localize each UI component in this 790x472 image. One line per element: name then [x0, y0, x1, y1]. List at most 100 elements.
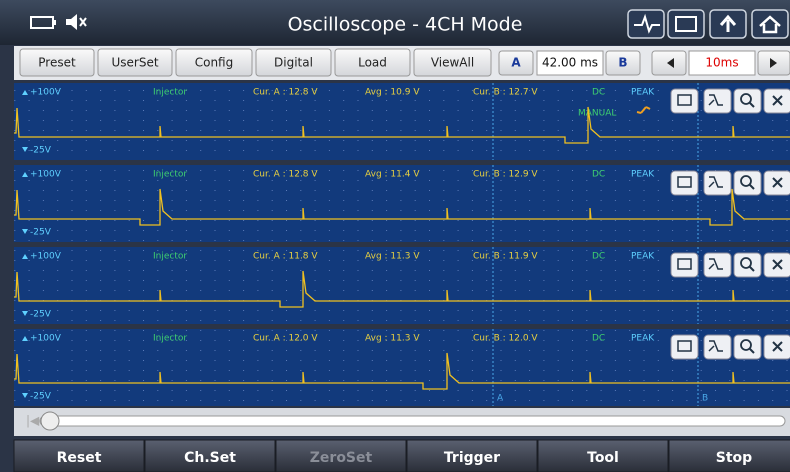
- bottom-button-label: Stop: [716, 450, 752, 466]
- right-arrow: [770, 58, 777, 68]
- cursor-a-value: Cur. A : 12.0 V: [253, 334, 318, 344]
- cursor-b-value: Cur. B : 12.9 V: [473, 170, 538, 180]
- zoom-glyph: [740, 339, 752, 351]
- speaker-icon: [66, 14, 77, 30]
- bottom-button[interactable]: [275, 439, 407, 472]
- toolbar-button[interactable]: [413, 48, 492, 77]
- acquire-mode: PEAK: [631, 88, 655, 98]
- screenshot-icon: [675, 16, 697, 32]
- channel-grid: [14, 165, 790, 242]
- up-arrow: [22, 172, 28, 177]
- cursor-label: A: [497, 394, 504, 404]
- channel-tool-button[interactable]: [733, 252, 762, 278]
- cursor-b-value: Cur. B : 12.7 V: [473, 88, 538, 98]
- channel-tool-button[interactable]: [670, 334, 699, 360]
- toolbar-button[interactable]: [19, 48, 95, 77]
- toolbar-button-label: Load: [358, 56, 387, 70]
- back-icon: [719, 14, 737, 32]
- channel-tool-button[interactable]: [733, 170, 762, 196]
- channel-tool-button[interactable]: [670, 88, 699, 114]
- acquire-mode: PEAK: [631, 252, 655, 262]
- trigger-mode: MANUAL: [578, 109, 616, 119]
- bottom-button-label: Ch.Set: [184, 450, 236, 466]
- scale-top: +100V: [30, 88, 62, 98]
- coupling: DC: [592, 334, 605, 344]
- cursor-time-box: [536, 50, 604, 76]
- waveform: [14, 270, 790, 308]
- scroll-thumb[interactable]: [40, 411, 60, 431]
- scale-glyph: [708, 340, 723, 352]
- zoom-glyph: [740, 93, 752, 105]
- bottom-button[interactable]: [13, 439, 145, 472]
- channel-tool-button[interactable]: [670, 252, 699, 278]
- zoom-handle: [749, 102, 755, 108]
- close-glyph: [772, 95, 783, 106]
- toolbar-button[interactable]: [97, 48, 173, 77]
- coupling: DC: [592, 88, 605, 98]
- channel-tool-button[interactable]: [670, 170, 699, 196]
- toolbar-button[interactable]: [255, 48, 332, 77]
- scroll-start: |◀: [26, 414, 40, 428]
- channel-tool-button[interactable]: [733, 88, 762, 114]
- toolbar-button[interactable]: [334, 48, 411, 77]
- waveform: [14, 106, 790, 144]
- toolbar-button-label: Preset: [38, 56, 76, 70]
- zoom-handle: [749, 184, 755, 190]
- cursor-a-value: Cur. A : 12.8 V: [253, 170, 318, 180]
- channel-tool-button[interactable]: [703, 252, 732, 278]
- channel-tool-button[interactable]: [733, 334, 762, 360]
- bottom-button[interactable]: [144, 439, 276, 472]
- bottom-button-label: Reset: [57, 450, 102, 466]
- acquire-mode: PEAK: [631, 170, 655, 180]
- close-glyph: [772, 259, 783, 270]
- cursor-a-button[interactable]: [498, 50, 534, 76]
- mute-icon: [79, 17, 87, 27]
- scale-bottom: -25V: [30, 310, 52, 320]
- scale-bottom: -25V: [30, 228, 52, 238]
- channel-name: Injector: [153, 252, 187, 262]
- menu-glyph: [677, 258, 692, 270]
- up-arrow: [22, 336, 28, 341]
- title-icon-button[interactable]: [667, 9, 705, 39]
- channel-grid: [14, 247, 790, 324]
- up-arrow: [22, 254, 28, 259]
- cursor-b-button[interactable]: [605, 50, 641, 76]
- channel-tool-button[interactable]: [703, 88, 732, 114]
- acquire-mode: PEAK: [631, 334, 655, 344]
- bottom-button-label: ZeroSet: [310, 450, 373, 466]
- toolbar-button-label: Digital: [274, 56, 313, 70]
- toolbar-button[interactable]: [175, 48, 253, 77]
- cursor-label: B: [702, 394, 708, 404]
- cursor-a-value: Cur. A : 11.8 V: [253, 252, 318, 262]
- waveform: [14, 352, 790, 390]
- zoom-handle: [749, 348, 755, 354]
- menu-glyph: [677, 176, 692, 188]
- scale-glyph: [708, 94, 723, 106]
- down-arrow: [22, 311, 28, 316]
- average-value: Avg : 11.3 V: [365, 252, 420, 262]
- average-value: Avg : 11.4 V: [365, 170, 420, 180]
- down-arrow: [22, 393, 28, 398]
- channel-name: Injector: [153, 170, 187, 180]
- cursor-b-value: Cur. B : 11.9 V: [473, 252, 538, 262]
- home-icon: [759, 15, 781, 34]
- scroll-track[interactable]: [39, 415, 786, 427]
- bottom-button[interactable]: [537, 439, 669, 472]
- scale-top: +100V: [30, 252, 62, 262]
- toolbar-button-label: UserSet: [111, 56, 158, 70]
- cursor-time: 42.00 ms: [542, 56, 598, 70]
- channel-tool-button[interactable]: [703, 170, 732, 196]
- channel-tool-button[interactable]: [703, 334, 732, 360]
- bottom-button[interactable]: [406, 439, 538, 472]
- toolbar-button-label: ViewAll: [431, 56, 474, 70]
- coupling: DC: [592, 252, 605, 262]
- timebase-box: [688, 50, 756, 76]
- wave-icon: [634, 13, 660, 34]
- channel-name: Injector: [153, 334, 187, 344]
- timebase: 10ms: [705, 56, 738, 70]
- channel-grid: [14, 83, 790, 160]
- title: Oscilloscope - 4CH Mode: [288, 14, 523, 36]
- menu-glyph: [677, 94, 692, 106]
- bottom-button[interactable]: [668, 439, 790, 472]
- title-icon-button[interactable]: [751, 9, 789, 39]
